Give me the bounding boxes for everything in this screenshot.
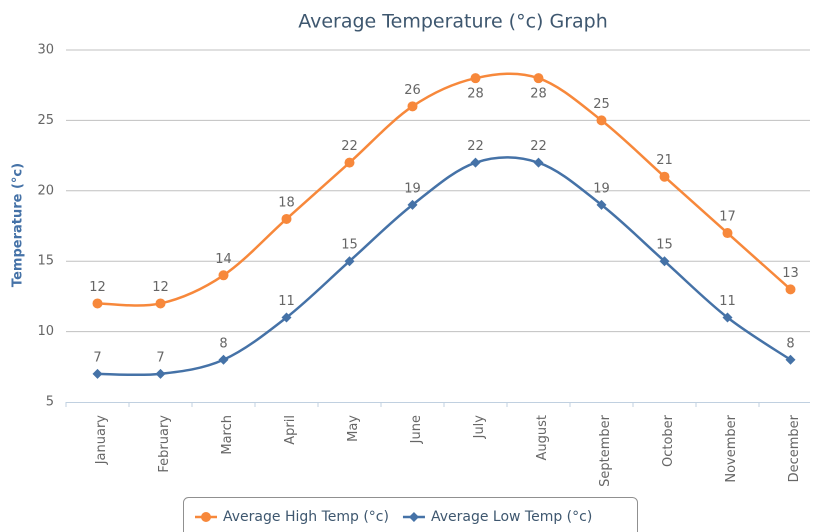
data-label: 15 — [341, 238, 358, 253]
x-tick-label: April — [283, 415, 298, 445]
marker — [785, 284, 796, 295]
y-tick-label: 5 — [46, 395, 54, 410]
legend-label: Average Low Temp (°c) — [431, 509, 592, 525]
marker — [407, 101, 418, 112]
marker — [470, 157, 481, 168]
x-tick-label: February — [157, 415, 172, 473]
data-label: 8 — [219, 336, 227, 351]
line — [97, 156, 792, 377]
data-label: 7 — [156, 350, 164, 365]
data-label: 11 — [278, 294, 295, 309]
y-axis-label: Temperature (°c) — [11, 163, 26, 287]
marker — [533, 157, 544, 168]
x-tick-label: June — [409, 415, 424, 444]
data-label: 28 — [467, 87, 484, 102]
y-tick-label: 10 — [37, 324, 54, 339]
data-label: 21 — [656, 153, 673, 168]
x-tick-label: March — [220, 415, 235, 455]
marker — [218, 270, 229, 281]
marker — [722, 312, 733, 323]
marker — [470, 73, 481, 84]
marker — [533, 73, 544, 84]
legend-label: Average High Temp (°c) — [223, 509, 389, 525]
line — [97, 72, 792, 307]
y-tick-label: 20 — [37, 183, 54, 198]
marker — [344, 256, 355, 267]
data-label: 11 — [719, 294, 736, 309]
data-label: 22 — [467, 139, 484, 154]
x-tick-label: September — [598, 414, 613, 487]
marker — [596, 115, 607, 126]
marker — [659, 256, 670, 267]
marker — [407, 199, 418, 210]
marker — [596, 199, 607, 210]
x-tick-label: November — [724, 414, 739, 482]
data-label: 26 — [404, 83, 421, 98]
data-label: 7 — [93, 350, 101, 365]
chart-title: Average Temperature (°c) Graph — [298, 11, 608, 33]
marker — [92, 298, 103, 309]
data-label: 18 — [278, 195, 295, 210]
data-label: 17 — [719, 210, 736, 225]
data-label: 15 — [656, 238, 673, 253]
legend: Average High Temp (°c) Average Low Temp (… — [183, 497, 638, 532]
marker — [281, 312, 292, 323]
legend-box — [183, 497, 638, 532]
x-tick-label: August — [535, 415, 550, 461]
x-tick-label: May — [346, 415, 361, 442]
marker — [659, 171, 670, 182]
x-tick-label: December — [787, 414, 802, 482]
marker — [92, 368, 103, 379]
marker — [344, 157, 355, 168]
marker — [201, 512, 211, 522]
x-tick-label: July — [472, 415, 487, 440]
x-tick-label: October — [661, 414, 676, 467]
data-label: 22 — [341, 139, 358, 154]
data-label: 13 — [782, 266, 799, 281]
data-label: 19 — [404, 181, 421, 196]
data-label: 25 — [593, 97, 610, 112]
data-label: 28 — [530, 87, 547, 102]
y-tick-label: 30 — [37, 43, 54, 58]
marker — [155, 298, 166, 309]
marker — [281, 213, 292, 224]
data-label: 12 — [152, 280, 169, 295]
data-label: 22 — [530, 139, 547, 154]
data-label: 8 — [786, 336, 794, 351]
marker — [408, 512, 419, 522]
data-label: 19 — [593, 181, 610, 196]
y-tick-label: 15 — [37, 254, 54, 269]
marker — [218, 354, 229, 365]
x-tick-label: January — [94, 415, 109, 466]
marker — [722, 228, 733, 239]
marker — [155, 368, 166, 379]
data-label: 14 — [215, 252, 232, 267]
marker — [785, 354, 796, 365]
y-tick-label: 25 — [37, 113, 54, 128]
data-label: 12 — [89, 280, 106, 295]
